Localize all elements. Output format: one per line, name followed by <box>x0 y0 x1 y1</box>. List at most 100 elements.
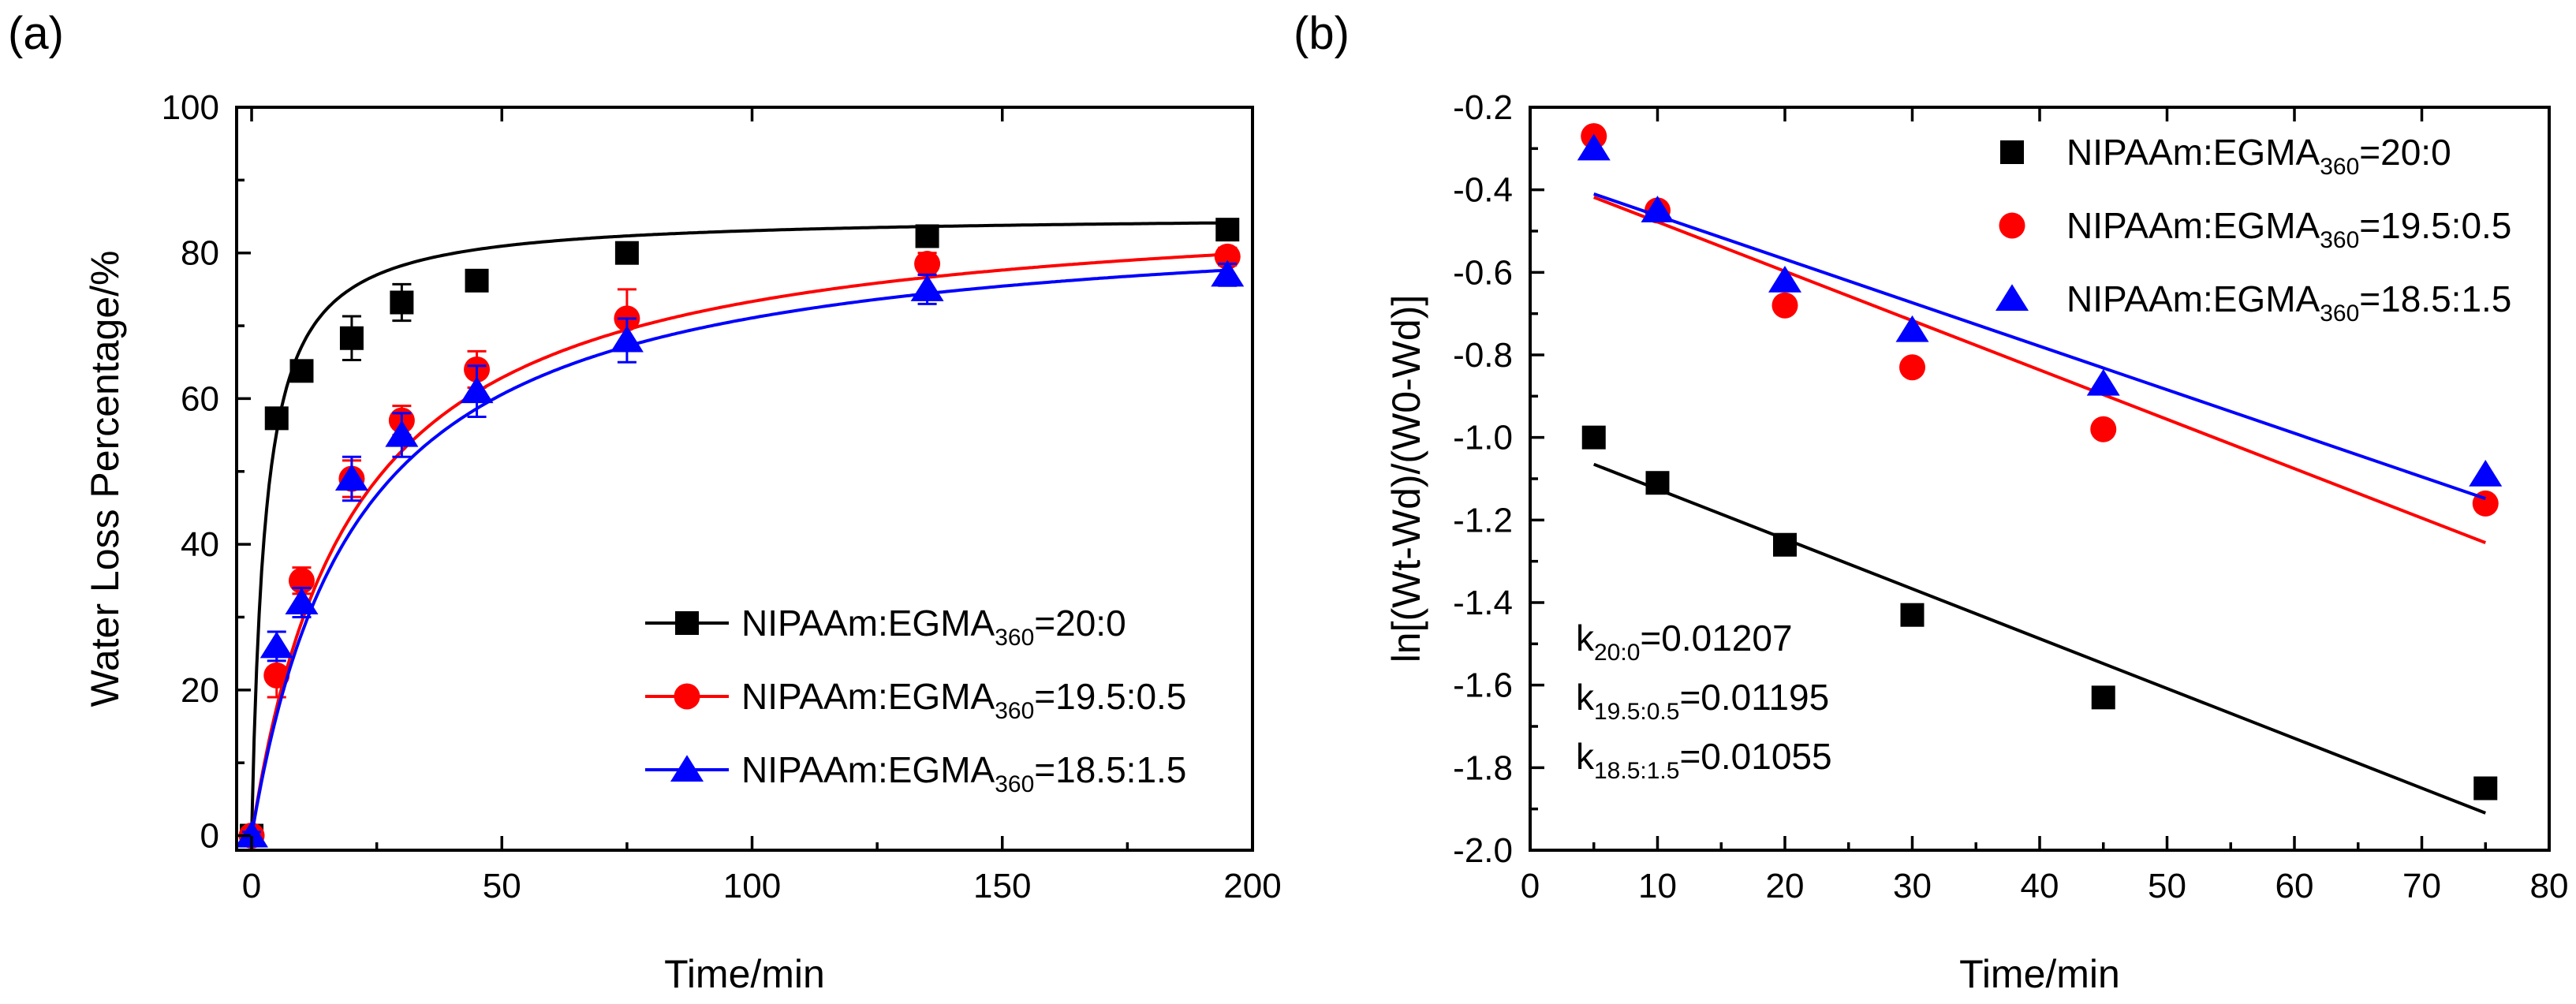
legend-entry-label: NIPAAm:EGMA360=19.5:0.5 <box>741 676 1186 724</box>
data-point-triangle <box>1895 315 1929 342</box>
y-tick-label: -0.6 <box>1453 253 1513 292</box>
data-point-triangle <box>2086 368 2120 396</box>
data-point-square <box>390 290 414 315</box>
panel-b-y-axis-title: ln[(Wt-Wd)/(W0-Wd)] <box>1384 295 1428 663</box>
data-point-circle <box>914 251 941 278</box>
y-tick-label: -0.2 <box>1453 88 1513 127</box>
data-point-triangle <box>259 631 293 659</box>
series-square <box>1581 425 2498 815</box>
data-point-triangle <box>1577 133 1611 161</box>
data-point-triangle <box>2469 460 2503 487</box>
x-tick-label: 20 <box>1766 867 1805 905</box>
data-point-triangle <box>1641 196 1674 222</box>
data-point-triangle <box>235 820 269 848</box>
data-point-square <box>1581 425 1606 450</box>
panel-b-label: (b) <box>1294 8 1350 59</box>
y-tick-label: 100 <box>162 88 219 127</box>
data-point-square <box>264 406 289 431</box>
panel-a-legend: NIPAAm:EGMA360=20:0 NIPAAm:EGMA360=19.5:0… <box>645 603 1186 797</box>
panel-a-ticks: 0 50 100 150 200 0 20 40 60 80 100 <box>162 88 1282 905</box>
legend-marker-square <box>2000 140 2024 164</box>
data-point-triangle <box>1768 266 1801 293</box>
panel-a-marks <box>235 218 1245 849</box>
data-point-square <box>1645 471 1670 495</box>
data-point-square <box>339 326 364 350</box>
data-point-circle <box>1771 292 1798 319</box>
panel-b-ticks: 0 10 20 30 40 50 60 70 80 -2.0 -1.8 -1.6 -1.4 -1.2 -1.… <box>1453 88 2568 905</box>
panel-b-x-axis-title: Time/min <box>1959 952 2120 996</box>
legend-entry-label: NIPAAm:EGMA360=20:0 <box>2066 132 2451 180</box>
data-point-triangle <box>334 464 368 491</box>
legend-entry-label: NIPAAm:EGMA360=19.5:0.5 <box>2066 205 2511 253</box>
series-triangle <box>1577 133 2503 501</box>
data-point-circle <box>1899 354 1925 381</box>
y-tick-label: 60 <box>181 379 219 418</box>
data-point-square <box>1215 218 1240 242</box>
y-tick-label: -2.0 <box>1453 831 1513 870</box>
legend-marker-triangle <box>670 755 704 782</box>
y-tick-label: -1.0 <box>1453 419 1513 457</box>
data-point-triangle <box>1211 259 1245 287</box>
panel-a-label: (a) <box>8 8 64 59</box>
series-square <box>240 218 1240 848</box>
fit-curve <box>250 268 1228 836</box>
legend-entry-label: NIPAAm:EGMA360=18.5:1.5 <box>741 749 1186 797</box>
linear-fit-line <box>1593 462 2486 815</box>
legend-marker-circle <box>1999 212 2025 239</box>
y-tick-label: -1.2 <box>1453 501 1513 539</box>
data-point-triangle <box>285 588 319 614</box>
data-point-circle <box>2090 416 2117 442</box>
x-tick-label: 60 <box>2275 867 2314 905</box>
panel-b-marks <box>1577 123 2503 815</box>
panel-a-x-axis-title: Time/min <box>664 952 825 996</box>
data-point-square <box>614 241 639 265</box>
y-tick-label: 80 <box>181 234 219 273</box>
panel-a-y-axis-title: Water Loss Percentage/% <box>83 251 127 707</box>
panel-a-axes-frame <box>235 106 1254 852</box>
legend-entry-label: NIPAAm:EGMA360=20:0 <box>741 603 1126 651</box>
legend-marker-triangle <box>1995 284 2029 311</box>
data-point-square <box>1900 603 1925 627</box>
y-tick-label: -1.4 <box>1453 584 1513 622</box>
rate-constant-label: k18.5:1.5=0.01055 <box>1576 736 1832 784</box>
data-point-square <box>465 268 489 293</box>
data-point-triangle <box>385 420 419 447</box>
data-point-circle <box>263 662 290 689</box>
x-tick-label: 70 <box>2402 867 2441 905</box>
legend-entry-label: NIPAAm:EGMA360=18.5:1.5 <box>2066 278 2511 327</box>
data-point-triangle <box>910 274 944 301</box>
fit-curve <box>250 252 1228 836</box>
x-tick-label: 200 <box>1223 867 1281 905</box>
x-tick-label: 150 <box>973 867 1031 905</box>
data-point-square <box>915 224 939 248</box>
rate-constant-label: k20:0=0.01207 <box>1576 618 1793 666</box>
x-tick-label: 10 <box>1638 867 1677 905</box>
x-tick-label: 0 <box>242 867 261 905</box>
panel-b-rate-constants: k20:0=0.01207 k19.5:0.5=0.01195 k18.5:1.5=… <box>1576 618 1832 784</box>
x-tick-label: 40 <box>2021 867 2059 905</box>
panel-b-legend: NIPAAm:EGMA360=20:0 NIPAAm:EGMA360=19.5:0… <box>1995 132 2511 327</box>
y-tick-label: -1.8 <box>1453 748 1513 787</box>
x-tick-label: 0 <box>1521 867 1540 905</box>
y-tick-label: -1.6 <box>1453 666 1513 705</box>
data-point-square <box>2091 685 2115 710</box>
series-triangle <box>235 259 1245 848</box>
panel-b: (b) 0 10 20 30 40 50 60 70 80 -2.0 -1.8 -1.6 -1.4 -1.… <box>1294 8 2568 996</box>
data-point-triangle <box>460 376 494 404</box>
y-tick-label: -0.8 <box>1453 336 1513 375</box>
y-tick-label: 20 <box>181 671 219 710</box>
data-point-triangle <box>610 325 644 353</box>
x-tick-label: 50 <box>2148 867 2186 905</box>
data-point-square <box>1773 532 1797 557</box>
x-tick-label: 50 <box>483 867 521 905</box>
legend-marker-square <box>675 611 699 635</box>
fit-curve <box>250 221 1228 836</box>
panel-a: (a) 0 50 100 150 200 0 20 40 60 80 100 Time/min Wa… <box>8 8 1282 996</box>
y-tick-label: 40 <box>181 525 219 564</box>
linear-fit-line <box>1593 192 2486 501</box>
y-tick-label: 0 <box>200 817 219 856</box>
linear-fit-line <box>1593 196 2486 544</box>
x-tick-label: 80 <box>2530 867 2569 905</box>
data-point-square <box>289 359 314 383</box>
